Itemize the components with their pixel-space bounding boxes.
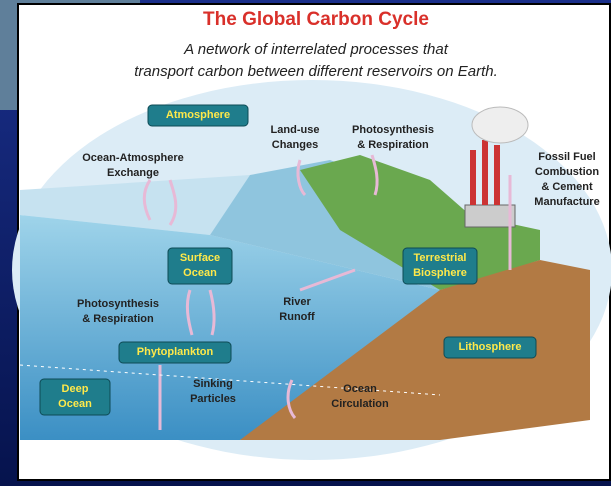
process-label: Manufacture	[534, 196, 599, 208]
chimney	[494, 145, 500, 205]
reservoir-label: Deep	[62, 383, 89, 395]
process-label: Circulation	[331, 398, 389, 410]
process-label: Photosynthesis	[77, 298, 159, 310]
process-label: Sinking	[193, 378, 233, 390]
process-label: Exchange	[107, 167, 159, 179]
reservoir-label: Phytoplankton	[137, 346, 214, 358]
process-label: River	[283, 296, 311, 308]
chimney	[470, 150, 476, 205]
process-label: Changes	[272, 139, 318, 151]
process-label: Runoff	[279, 311, 315, 323]
reservoir-label: Surface	[180, 252, 220, 264]
reservoir-label: Ocean	[183, 267, 217, 279]
reservoir-label: Biosphere	[413, 267, 467, 279]
process-label: Land-use	[271, 124, 320, 136]
process-label: & Cement	[541, 181, 593, 193]
process-label: Ocean	[343, 383, 377, 395]
smoke	[472, 107, 528, 143]
slide: The Global Carbon Cycle A network of int…	[0, 0, 611, 486]
process-label: Photosynthesis	[352, 124, 434, 136]
subtitle: transport carbon between different reser…	[134, 63, 498, 80]
factory	[465, 205, 515, 227]
process-label: & Respiration	[82, 313, 154, 325]
process-label: Ocean-Atmosphere	[82, 152, 183, 164]
reservoir-label: Ocean	[58, 398, 92, 410]
page: The Global Carbon Cycle A network of int…	[0, 0, 611, 486]
title: The Global Carbon Cycle	[203, 9, 429, 30]
process-label: Combustion	[535, 166, 599, 178]
process-label: Fossil Fuel	[538, 151, 595, 163]
reservoir-label: Atmosphere	[166, 109, 230, 121]
reservoir-label: Terrestrial	[414, 252, 467, 264]
process-label: Particles	[190, 393, 236, 405]
process-label: & Respiration	[357, 139, 429, 151]
reservoir-label: Lithosphere	[459, 341, 522, 353]
subtitle: A network of interrelated processes that	[183, 41, 449, 58]
chimney	[482, 140, 488, 205]
